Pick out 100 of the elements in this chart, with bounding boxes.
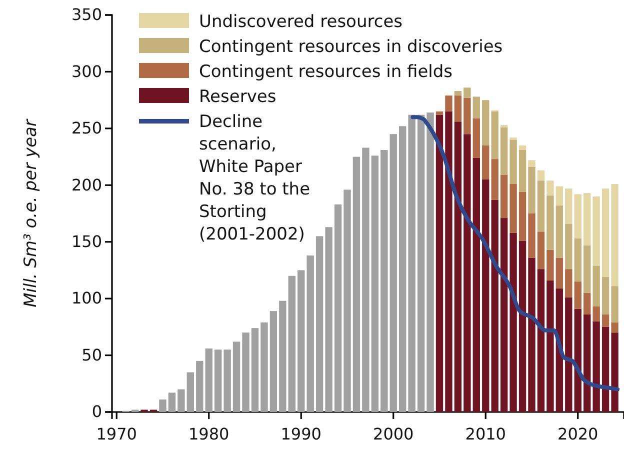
bar: [491, 200, 498, 412]
bar: [224, 350, 231, 412]
bar: [371, 156, 379, 412]
bar: [518, 145, 526, 150]
bar: [445, 96, 452, 112]
y-tick-label: 300: [71, 62, 102, 81]
bar: [205, 348, 212, 412]
bar: [334, 204, 342, 412]
legend-label: Reserves: [199, 87, 276, 107]
bar: [537, 232, 545, 270]
bar: [270, 311, 278, 412]
bar: [611, 332, 618, 412]
bar: [352, 156, 360, 412]
bar: [510, 232, 517, 412]
bar: [472, 96, 480, 118]
bar: [584, 292, 591, 314]
bar: [500, 174, 508, 218]
y-tick-label: 350: [71, 5, 102, 24]
bar: [565, 297, 572, 412]
bar: [298, 270, 305, 412]
bar: [510, 184, 517, 233]
bar: [464, 88, 471, 98]
bar: [510, 140, 517, 184]
bar: [279, 300, 286, 412]
bar: [528, 166, 536, 214]
bar: [288, 276, 296, 412]
bar: [362, 148, 370, 412]
bar: [168, 392, 176, 412]
bar: [464, 98, 471, 134]
bar: [537, 170, 545, 181]
line-series: [410, 115, 620, 392]
bar: [316, 236, 324, 412]
bar: [528, 214, 536, 258]
bar: [565, 188, 572, 224]
bar: [518, 150, 526, 192]
bar: [159, 400, 166, 412]
bar: [611, 286, 618, 322]
legend-label: Contingent resources in discoveries: [199, 37, 503, 57]
x-tick-label: 2010: [465, 424, 506, 444]
bar: [491, 111, 498, 160]
bar: [556, 186, 564, 206]
bar: [592, 196, 600, 266]
bar: [306, 255, 314, 412]
bar: [464, 134, 471, 412]
y-tick-label: 0: [92, 402, 102, 422]
bar: [556, 206, 564, 258]
y-axis-title: Mill. Sm³ o.e. per year: [21, 118, 41, 308]
bar: [584, 193, 591, 246]
bar: [390, 134, 397, 412]
bar: [472, 118, 480, 158]
bar: [537, 269, 545, 412]
bar: [592, 306, 600, 322]
bar: [528, 160, 536, 167]
bar: [186, 372, 194, 412]
bar: [546, 180, 554, 196]
x-tick-label: 1980: [188, 424, 230, 444]
bar: [528, 258, 536, 412]
bar: [260, 322, 268, 412]
bar: [518, 192, 526, 241]
bar: [565, 269, 572, 298]
bar: [482, 100, 490, 146]
bar: [426, 112, 434, 412]
bar: [398, 126, 406, 412]
x-tick-label: 1970: [96, 424, 137, 444]
bar: [611, 322, 618, 333]
bar: [178, 389, 185, 412]
bar: [602, 326, 610, 412]
bar: [436, 114, 444, 412]
legend-label: Contingent resources in fields: [199, 62, 453, 82]
bar: [611, 184, 618, 286]
x-tick-label: 2000: [373, 424, 414, 444]
bar: [196, 360, 204, 412]
bar: [602, 188, 610, 278]
legend-label: Undiscovered resources: [199, 12, 403, 32]
bar: [500, 218, 508, 412]
y-tick-label: 50: [82, 345, 102, 364]
bar: [417, 114, 425, 412]
x-tick-label: 1990: [280, 424, 322, 444]
bar: [436, 111, 444, 115]
bar: [408, 114, 416, 412]
bar: [518, 240, 526, 412]
bar: [556, 258, 564, 288]
bar: [214, 350, 222, 412]
bar: [602, 277, 610, 314]
bar: [232, 342, 240, 412]
bar: [472, 158, 480, 412]
bar: [592, 321, 600, 412]
bar: [537, 180, 545, 232]
bar: [380, 150, 388, 412]
bar: [584, 245, 591, 293]
bar: [454, 90, 462, 96]
bar: [602, 314, 610, 327]
bar: [325, 227, 332, 412]
bar: [482, 179, 490, 412]
bar: [491, 159, 498, 200]
bar: [584, 314, 591, 412]
bar: [574, 282, 582, 309]
bar: [574, 194, 582, 238]
bar: [445, 111, 452, 412]
bar: [546, 195, 554, 250]
